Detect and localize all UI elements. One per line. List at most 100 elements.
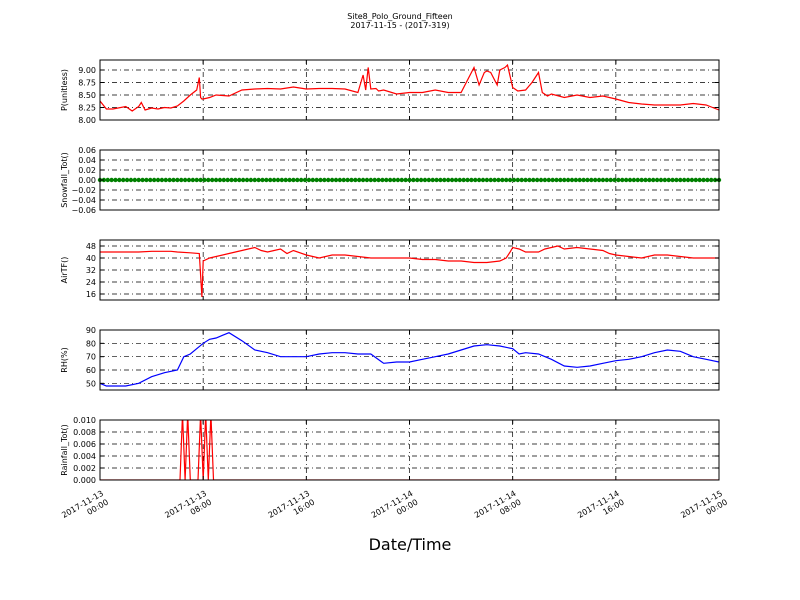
snowfall-point: [504, 177, 509, 183]
snowfall-point: [604, 177, 610, 183]
snowfall-point: [596, 177, 602, 183]
snowfall-point: [631, 177, 637, 183]
y-tick-label: 0.004: [73, 452, 96, 461]
y-tick-label: 9.00: [78, 66, 96, 75]
snowfall-point: [488, 177, 493, 183]
snowfall-point: [391, 177, 397, 183]
y-tick-label: 50: [86, 379, 96, 388]
y-tick-label: 40: [86, 254, 96, 263]
snowfall-point: [438, 177, 443, 183]
snowfall-point: [310, 177, 315, 183]
snowfall-point: [117, 177, 122, 183]
snowfall-point: [589, 177, 594, 183]
snowfall-point: [376, 177, 381, 183]
y-tick-label: −0.06: [71, 206, 96, 215]
snowfall-point: [213, 177, 219, 183]
snowfall-point: [445, 177, 451, 183]
snowfall-point: [418, 177, 424, 183]
snowfall-point: [457, 177, 462, 183]
snowfall-point: [113, 177, 118, 183]
snowfall-point: [109, 177, 114, 183]
snowfall-point: [608, 177, 613, 183]
panel-2: −0.06−0.04−0.020.000.020.040.06 Snowfall_…: [60, 146, 722, 215]
snowfall-point: [395, 177, 401, 183]
snowfall-point: [550, 177, 555, 183]
snowfall-point: [132, 177, 138, 183]
snowfall-point: [136, 177, 141, 183]
snowfall-point: [163, 177, 168, 183]
snowfall-point: [287, 177, 292, 183]
snowfall-point: [233, 177, 238, 183]
snowfall-point: [569, 177, 575, 183]
snowfall-point: [384, 177, 389, 183]
snowfall-point: [380, 177, 385, 183]
y-tick-label: 0.04: [78, 156, 96, 165]
y-tick-label: 0.00: [78, 176, 96, 185]
snowfall-point: [442, 177, 447, 183]
y-tick-label: 24: [86, 278, 96, 287]
snowfall-point: [318, 177, 323, 183]
snowfall-point: [364, 177, 370, 183]
snowfall-point: [302, 177, 308, 183]
snowfall-point: [627, 177, 633, 183]
snowfall-point: [465, 177, 470, 183]
snowfall-point: [701, 177, 706, 183]
snowfall-point: [186, 177, 192, 183]
panels: 8.008.258.508.759.00P(unitless)−0.06−0.0…: [60, 59, 722, 485]
snowfall-point: [593, 177, 598, 183]
snowfall-point: [546, 177, 551, 183]
snowfall-point: [264, 177, 269, 183]
snowfall-point: [616, 177, 621, 183]
panel-3: 16 24 32 40 48 AirTF(): [60, 239, 720, 301]
snowfall-point: [705, 177, 710, 183]
snowfall-point: [283, 177, 288, 183]
snowfall-point: [562, 177, 567, 183]
snowfall-point: [179, 177, 184, 183]
snowfall-point: [577, 177, 582, 183]
chart-subtitle: 2017-11-15 - (2017-319): [350, 21, 449, 30]
snowfall-point: [360, 177, 366, 183]
snowfall-point: [337, 177, 343, 183]
snowfall-point: [415, 177, 420, 183]
snowfall-point: [225, 177, 230, 183]
y-tick-label: 0.02: [78, 166, 96, 175]
snowfall-point: [121, 177, 126, 183]
snowfall-point: [473, 177, 478, 183]
snowfall-point: [639, 177, 644, 183]
snowfall-point: [542, 177, 548, 183]
y-axis-label: Rainfall_Tot(): [60, 424, 69, 476]
snowfall-point: [155, 177, 161, 183]
y-tick-label: 70: [86, 353, 96, 362]
snowfall-point: [647, 177, 652, 183]
panel-5: 0.000 0.002 0.004 0.006 0.008 0.010 Rainfall_T…: [60, 416, 720, 485]
snowfall-point: [666, 177, 671, 183]
snowfall-point: [689, 177, 695, 183]
snowfall-point: [271, 177, 277, 183]
snowfall-point: [500, 177, 505, 183]
snowfall-point: [144, 177, 149, 183]
snowfall-point: [426, 177, 432, 183]
snowfall-point: [519, 177, 524, 183]
snowfall-point: [511, 177, 517, 183]
snowfall-point: [206, 177, 211, 183]
snowfall-point: [697, 177, 702, 183]
snowfall-point: [314, 177, 319, 183]
snowfall-point: [237, 177, 242, 183]
snowfall-point: [329, 177, 335, 183]
snowfall-point: [565, 177, 571, 183]
snowfall-point: [620, 177, 625, 183]
y-tick-label: 16: [86, 290, 96, 299]
snowfall-point: [492, 177, 497, 183]
snowfall-point: [476, 177, 482, 183]
snowfall-point: [268, 177, 273, 183]
snowfall-point: [681, 177, 687, 183]
snowfall-point: [434, 177, 439, 183]
snowfall-point: [105, 177, 110, 183]
snowfall-point: [658, 177, 664, 183]
y-tick-label: 8.25: [78, 104, 96, 113]
